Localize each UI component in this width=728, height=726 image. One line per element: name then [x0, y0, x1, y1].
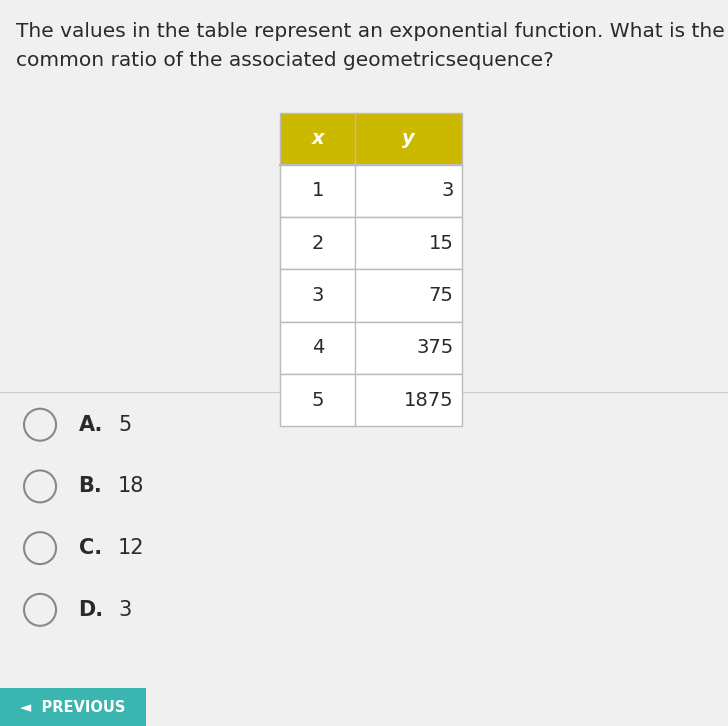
Text: D.: D.: [79, 600, 104, 620]
Text: 12: 12: [118, 538, 144, 558]
Text: 5: 5: [312, 391, 324, 409]
Text: common ratio of the associated geometric⁠sequence?: common ratio of the associated geometric…: [16, 51, 554, 70]
Text: 1875: 1875: [404, 391, 454, 409]
Text: y: y: [403, 129, 415, 148]
Text: A.: A.: [79, 415, 103, 435]
Text: B.: B.: [79, 476, 103, 497]
Text: 1: 1: [312, 182, 324, 200]
Text: 4: 4: [312, 338, 324, 357]
Text: 3: 3: [118, 600, 131, 620]
Text: 75: 75: [429, 286, 454, 305]
FancyBboxPatch shape: [280, 322, 462, 374]
FancyBboxPatch shape: [0, 688, 146, 726]
Text: 3: 3: [312, 286, 324, 305]
Text: 2: 2: [312, 234, 324, 253]
FancyBboxPatch shape: [280, 217, 462, 269]
Text: 18: 18: [118, 476, 144, 497]
Text: 5: 5: [118, 415, 131, 435]
Text: 3: 3: [441, 182, 454, 200]
Text: C.: C.: [79, 538, 102, 558]
FancyBboxPatch shape: [280, 269, 462, 322]
FancyBboxPatch shape: [280, 165, 462, 217]
Text: 375: 375: [416, 338, 454, 357]
Text: ◄  PREVIOUS: ◄ PREVIOUS: [20, 700, 125, 714]
Text: x: x: [312, 129, 324, 148]
FancyBboxPatch shape: [280, 374, 462, 426]
FancyBboxPatch shape: [280, 113, 462, 165]
Text: The values in the table represent an exponential function. What is the: The values in the table represent an exp…: [16, 22, 725, 41]
Text: 15: 15: [429, 234, 454, 253]
